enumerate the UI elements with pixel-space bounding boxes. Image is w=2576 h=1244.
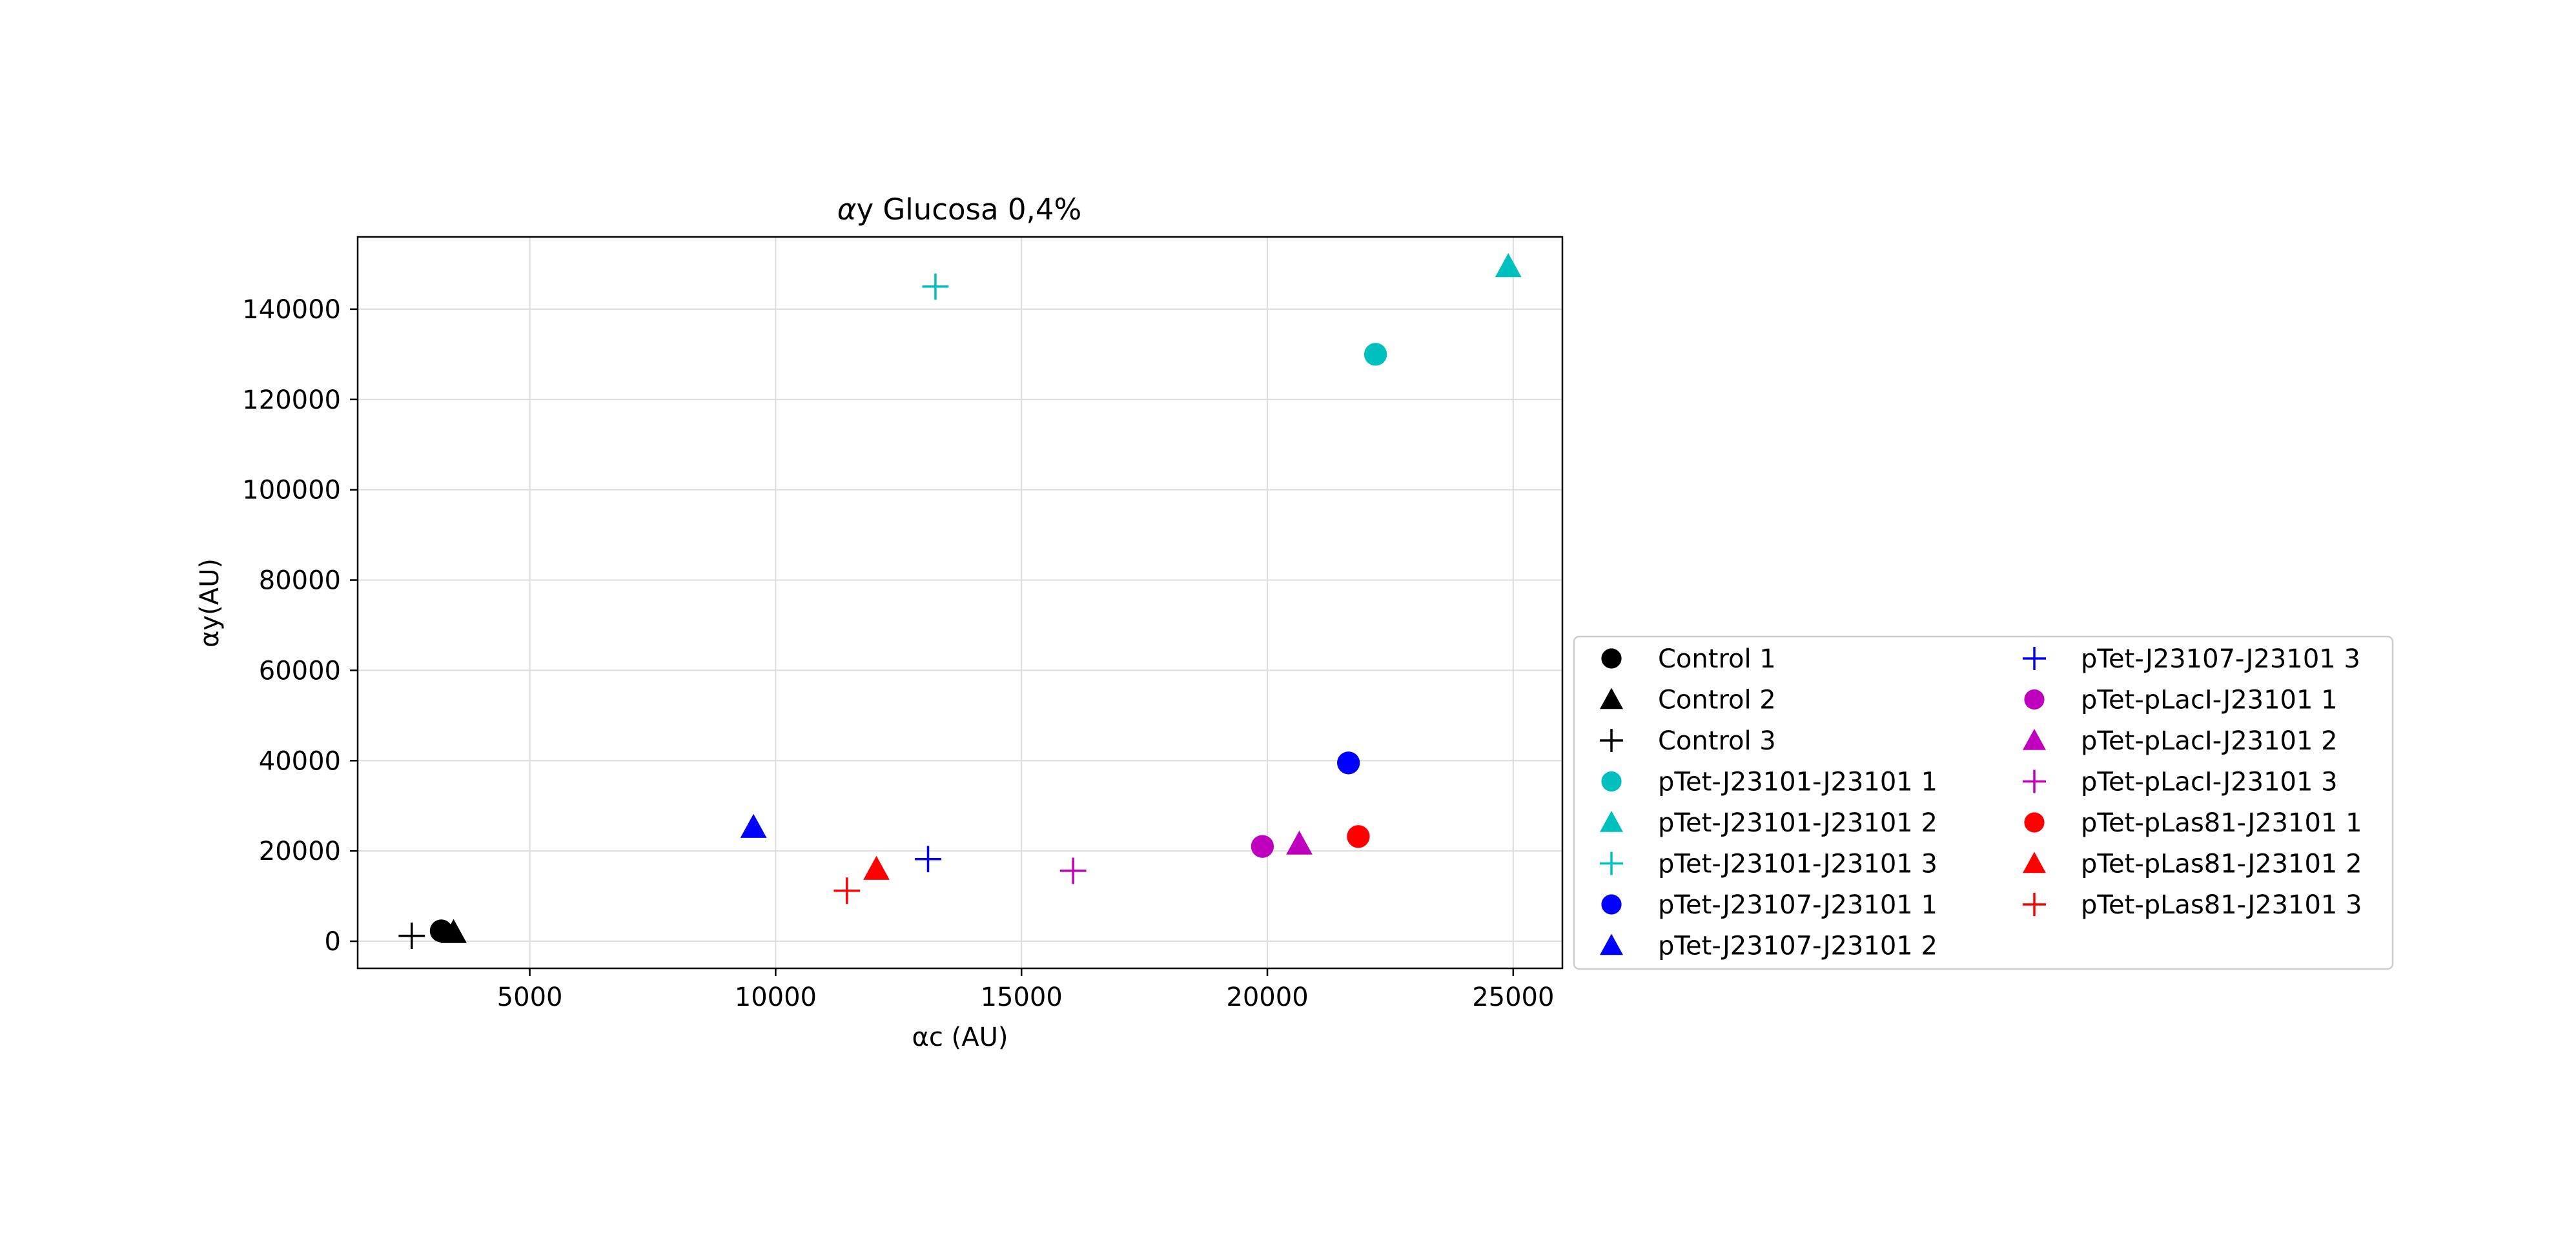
data-point [1364, 343, 1387, 366]
legend-marker [1600, 851, 1623, 875]
legend-marker [2023, 729, 2046, 750]
legend-label: Control 3 [1658, 726, 1776, 756]
legend-label: pTet-pLacI-J23101 3 [2081, 768, 2338, 797]
legend-label: pTet-pLas81-J23101 2 [2081, 850, 2362, 879]
legend-marker [1601, 894, 1622, 915]
legend-marker [1600, 933, 1623, 955]
x-tick-label: 15000 [981, 983, 1063, 1012]
legend-label: pTet-J23101-J23101 1 [1658, 768, 1937, 797]
data-point [1059, 857, 1087, 884]
plot-frame [356, 236, 1564, 970]
data-marks [398, 253, 1522, 950]
data-point [922, 273, 949, 300]
legend-label: pTet-pLacI-J23101 2 [2081, 726, 2338, 756]
axis-ticks: 5000 10000 15000 20000 25000 0 20000 40000 60000… [242, 295, 1554, 1012]
data-point [1495, 253, 1522, 278]
legend-marker [1601, 771, 1622, 792]
legend-frame [1573, 635, 2394, 970]
data-point [398, 923, 425, 950]
legend-label: pTet-pLas81-J23101 1 [2081, 808, 2362, 838]
x-tick-label: 5000 [497, 983, 563, 1012]
y-tick-label: 100000 [242, 476, 341, 505]
y-tick-label: 120000 [242, 385, 341, 415]
legend-label: pTet-J23101-J23101 2 [1658, 808, 1937, 838]
data-point [1347, 825, 1370, 848]
x-tick-label: 10000 [735, 983, 817, 1012]
y-tick-label: 20000 [259, 837, 341, 866]
x-axis-label: αc (AU) [912, 1023, 1008, 1052]
legend-marker [2024, 689, 2045, 710]
data-point [1286, 830, 1313, 855]
legend-marker [2023, 647, 2046, 670]
chart-title: αy Glucosa 0,4% [837, 192, 1081, 227]
y-tick-label: 140000 [242, 295, 341, 325]
legend-marker [1600, 811, 1623, 832]
x-tick-label: 20000 [1226, 983, 1308, 1012]
legend-marker [1600, 729, 1623, 752]
legend-label: pTet-J23107-J23101 2 [1658, 932, 1937, 961]
y-tick-label: 0 [325, 927, 341, 957]
data-point [740, 813, 767, 838]
y-tick-label: 40000 [259, 746, 341, 776]
legend-marker [2023, 851, 2046, 873]
legend-marker [1600, 688, 1623, 709]
legend-label: pTet-J23101-J23101 3 [1658, 850, 1937, 879]
data-point [1251, 835, 1274, 858]
data-point [915, 846, 941, 873]
y-axis-label: αy(AU) [195, 558, 225, 647]
legend-marker [2023, 770, 2046, 793]
grid [358, 237, 1562, 968]
legend: Control 1 Control 2 Control 3 pTet-J23101-J… [1573, 635, 2394, 970]
title-main: y Glucosa 0,4% [856, 192, 1081, 227]
x-tick-label: 25000 [1472, 983, 1554, 1012]
legend-label: pTet-pLacI-J23101 1 [2081, 686, 2338, 715]
legend-marker [1601, 648, 1622, 669]
legend-label: Control 2 [1658, 686, 1776, 715]
title-prefix: α [837, 192, 857, 227]
legend-marker [2023, 893, 2046, 916]
legend-label: pTet-pLas81-J23101 3 [2081, 890, 2362, 920]
data-point [440, 919, 467, 943]
legend-label: Control 1 [1658, 644, 1776, 674]
legend-marker [2024, 812, 2045, 833]
legend-label: pTet-J23107-J23101 1 [1658, 890, 1937, 920]
legend-label: pTet-J23107-J23101 3 [2081, 644, 2360, 674]
data-point [1337, 751, 1360, 775]
y-tick-label: 60000 [259, 656, 341, 686]
y-tick-label: 80000 [259, 566, 341, 596]
data-point [833, 877, 861, 904]
data-point [863, 855, 890, 880]
